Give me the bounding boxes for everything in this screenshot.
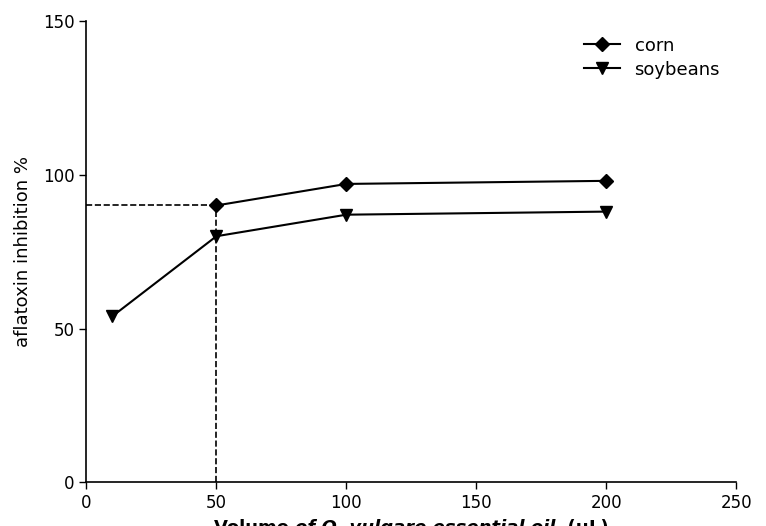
soybeans bbox=[212, 233, 221, 239]
Y-axis label: aflatoxin inhibition %: aflatoxin inhibition % bbox=[14, 156, 32, 347]
soybeans bbox=[602, 208, 611, 215]
Text: of O. vulgare essential oil: of O. vulgare essential oil bbox=[295, 519, 555, 526]
corn bbox=[602, 178, 611, 184]
Line: soybeans: soybeans bbox=[106, 205, 613, 322]
Text: (μL): (μL) bbox=[555, 519, 609, 526]
soybeans bbox=[342, 211, 351, 218]
corn bbox=[342, 181, 351, 187]
Line: corn: corn bbox=[211, 176, 611, 210]
Legend: corn, soybeans: corn, soybeans bbox=[577, 30, 727, 86]
Text: Volume: Volume bbox=[214, 519, 295, 526]
corn bbox=[212, 203, 221, 209]
soybeans bbox=[108, 313, 117, 319]
